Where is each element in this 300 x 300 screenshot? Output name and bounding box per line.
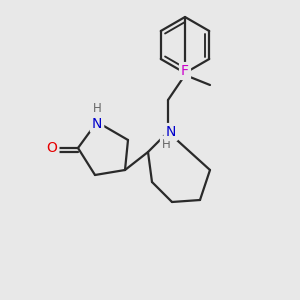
Text: N: N (92, 117, 102, 131)
Text: N: N (166, 125, 176, 139)
Text: H: H (93, 101, 101, 115)
Text: H: H (162, 137, 170, 151)
Text: O: O (46, 141, 57, 155)
Text: F: F (181, 64, 189, 78)
